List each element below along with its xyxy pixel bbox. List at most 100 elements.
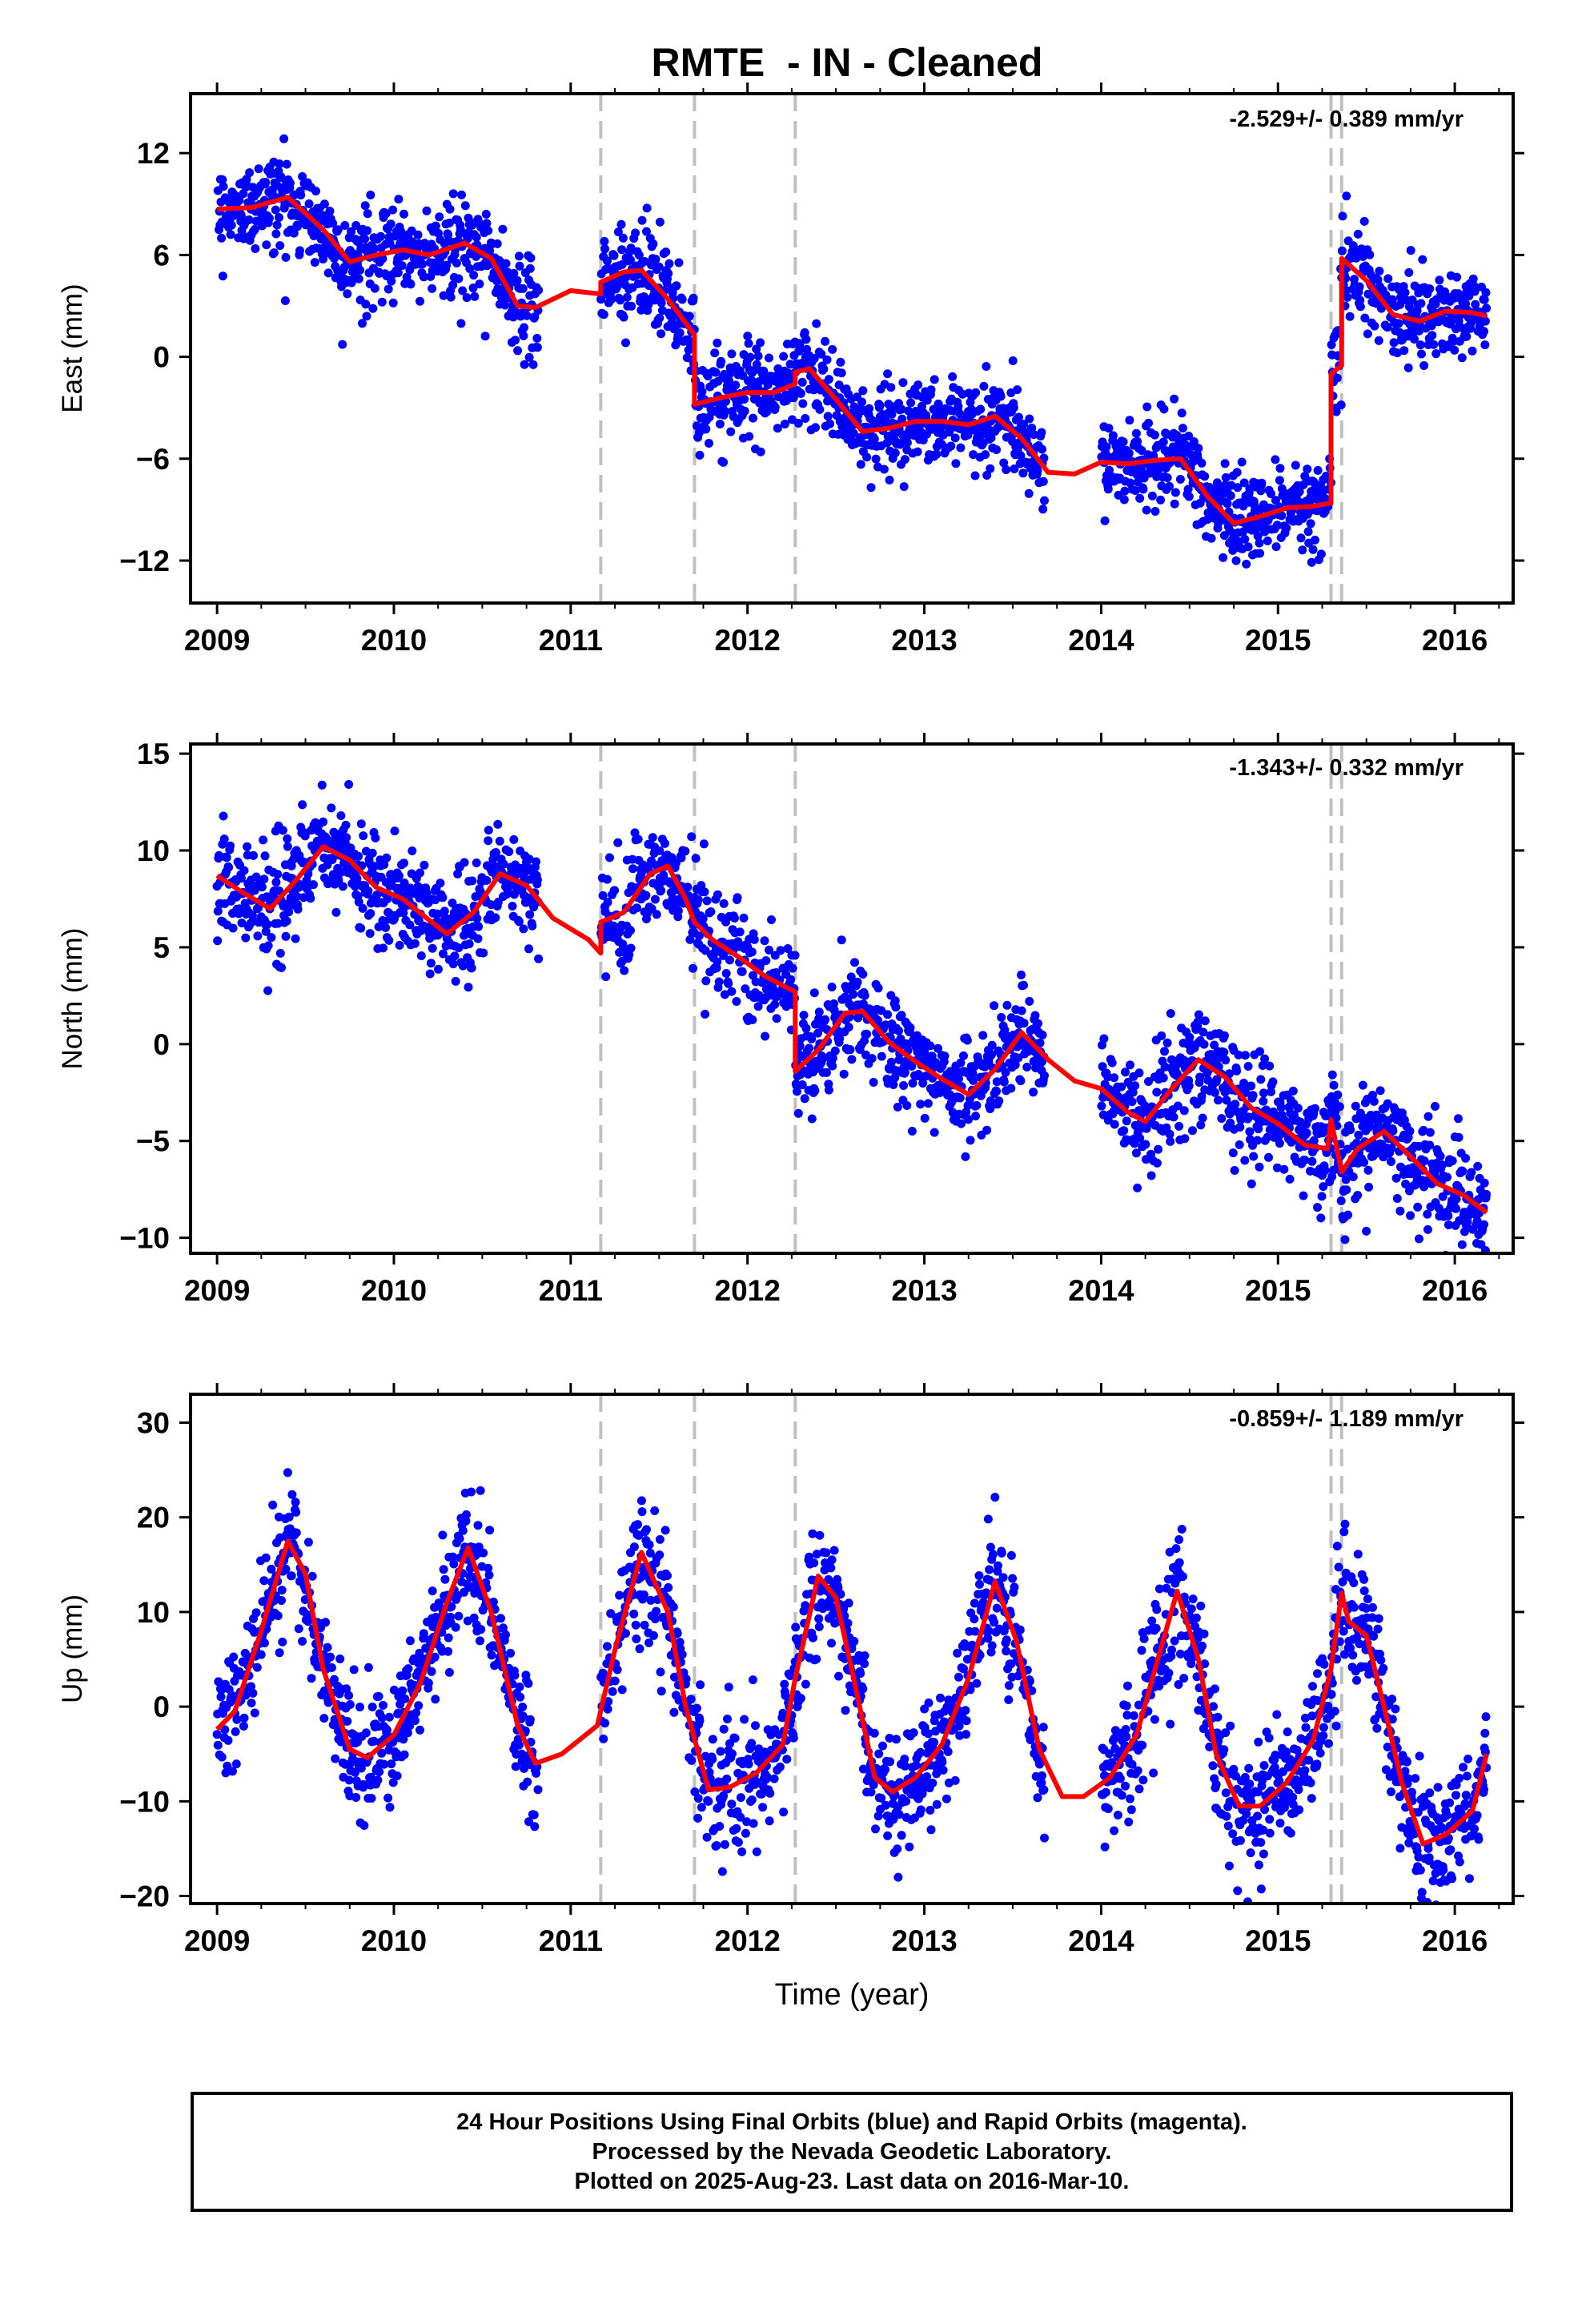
data-point (1193, 1017, 1203, 1027)
data-point (444, 1647, 453, 1656)
data-point (518, 1703, 528, 1711)
data-point (1404, 267, 1414, 277)
data-point (1135, 1133, 1145, 1143)
y-tick-label: −10 (119, 1222, 170, 1255)
data-point (1158, 437, 1168, 447)
data-point (524, 944, 533, 954)
data-point (514, 251, 524, 261)
data-point (530, 1822, 540, 1831)
data-point (1199, 1039, 1209, 1049)
data-point (1038, 505, 1048, 514)
data-point (1228, 545, 1238, 555)
data-point (1467, 1168, 1476, 1177)
data-point (1293, 1104, 1303, 1113)
data-point (263, 941, 273, 951)
data-point (1332, 373, 1342, 383)
data-point (394, 195, 404, 204)
data-point (772, 968, 781, 977)
data-point (923, 1099, 933, 1108)
data-point (1275, 1139, 1284, 1148)
data-point (384, 1712, 394, 1722)
data-point (278, 826, 287, 835)
data-point (966, 1136, 975, 1145)
data-point (387, 1759, 396, 1769)
data-point (1383, 323, 1392, 332)
data-point (289, 228, 299, 238)
data-point (273, 870, 283, 879)
data-point (1340, 1235, 1350, 1244)
data-point (813, 1028, 822, 1038)
data-point (513, 346, 523, 356)
data-point (800, 328, 809, 337)
data-point (616, 296, 625, 305)
data-point (407, 226, 416, 235)
data-point (1179, 1106, 1189, 1116)
data-point (822, 355, 832, 364)
data-point (979, 381, 989, 391)
data-point (511, 336, 520, 345)
data-point (1166, 1136, 1175, 1146)
data-point (1462, 332, 1472, 341)
data-point (1480, 295, 1489, 304)
data-point (1429, 340, 1439, 349)
data-point (451, 976, 460, 986)
data-point (306, 894, 315, 903)
data-point (359, 831, 368, 841)
data-point (850, 958, 859, 967)
data-point (661, 247, 671, 257)
data-point (509, 834, 519, 844)
data-point (603, 1704, 612, 1714)
data-point (1174, 1121, 1184, 1131)
data-point (683, 883, 693, 892)
data-point (797, 1080, 807, 1089)
data-point (1110, 1120, 1119, 1129)
panel-east: 2009 2010 2011 2012 2013 2014 2015 2016−12−6061… (57, 82, 1524, 657)
data-point (422, 206, 432, 215)
data-point (875, 400, 885, 410)
data-point (860, 1036, 869, 1046)
x-tick-label: 2012 (715, 1274, 781, 1307)
data-point (1263, 536, 1272, 545)
data-point (345, 1700, 355, 1709)
data-point (525, 1715, 535, 1724)
data-point (386, 219, 396, 229)
data-point (1468, 346, 1477, 356)
data-point (620, 966, 629, 975)
data-point (1119, 1126, 1129, 1136)
data-point (1131, 428, 1141, 438)
data-point (1019, 1019, 1029, 1028)
data-point (955, 1093, 965, 1103)
data-point (1443, 1250, 1449, 1252)
data-point (705, 439, 713, 448)
data-point (1435, 1152, 1445, 1161)
data-point (428, 943, 437, 953)
data-point (370, 862, 379, 871)
data-point (930, 375, 939, 384)
data-point (837, 368, 846, 378)
data-point (309, 880, 318, 890)
data-point (1121, 1068, 1130, 1077)
data-point (1254, 1124, 1263, 1134)
data-point (815, 404, 825, 414)
data-point (468, 876, 477, 886)
data-point (1024, 489, 1034, 498)
data-point (754, 377, 764, 387)
data-point (1341, 1175, 1351, 1184)
data-point (525, 910, 535, 919)
data-point (390, 826, 400, 836)
data-point (962, 1035, 972, 1045)
data-point (275, 1648, 284, 1658)
data-point (524, 1679, 533, 1688)
data-point (520, 360, 529, 369)
data-point (250, 225, 259, 234)
data-point (761, 956, 771, 965)
data-point (753, 1002, 763, 1011)
data-point (1030, 1011, 1040, 1020)
data-point (823, 412, 833, 421)
data-point (1423, 1224, 1432, 1234)
data-point (379, 860, 389, 870)
data-point (228, 1767, 237, 1776)
data-point (1103, 485, 1113, 494)
data-point (366, 191, 375, 199)
data-point (271, 878, 281, 887)
